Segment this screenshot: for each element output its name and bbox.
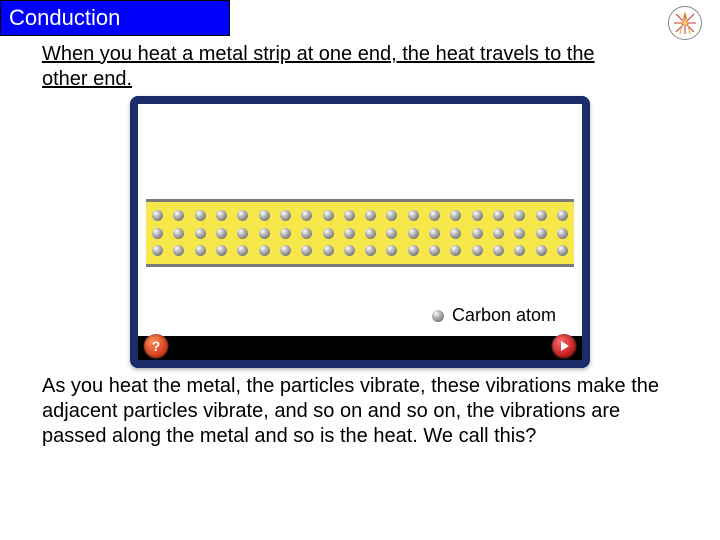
atom: [237, 245, 248, 256]
outro-paragraph: As you heat the metal, the particles vib…: [42, 374, 678, 449]
atom: [152, 245, 163, 256]
atom: [493, 228, 504, 239]
atom: [514, 228, 525, 239]
atom: [514, 210, 525, 221]
atom: [152, 210, 163, 221]
atom: [450, 228, 461, 239]
play-button[interactable]: [552, 334, 576, 358]
atom: [323, 210, 334, 221]
atom: [195, 245, 206, 256]
atom: [386, 228, 397, 239]
atom: [195, 228, 206, 239]
help-button[interactable]: ?: [144, 334, 168, 358]
intro-paragraph: When you heat a metal strip at one end, …: [42, 42, 602, 92]
conduction-diagram: Carbon atom ?: [130, 96, 590, 368]
atom: [493, 245, 504, 256]
legend-atom-icon: [432, 310, 444, 322]
atom: [493, 210, 504, 221]
atom: [280, 245, 291, 256]
atom: [557, 245, 568, 256]
atom: [152, 228, 163, 239]
atom: [365, 228, 376, 239]
atom: [195, 210, 206, 221]
atom: [259, 210, 270, 221]
atom: [216, 210, 227, 221]
atom: [557, 210, 568, 221]
atom: [216, 245, 227, 256]
atom: [344, 210, 355, 221]
atom: [237, 228, 248, 239]
atom: [344, 228, 355, 239]
atom-row: [152, 210, 568, 221]
atom-row: [152, 228, 568, 239]
atom: [472, 228, 483, 239]
atom: [557, 228, 568, 239]
atom: [173, 228, 184, 239]
legend: Carbon atom: [432, 305, 556, 326]
atom: [536, 210, 547, 221]
atom: [429, 228, 440, 239]
atom: [514, 245, 525, 256]
corner-spark-icon: [668, 6, 702, 40]
atom: [472, 245, 483, 256]
atom: [173, 245, 184, 256]
atom: [429, 210, 440, 221]
atom: [301, 228, 312, 239]
atom: [408, 245, 419, 256]
atom: [450, 210, 461, 221]
atom: [323, 245, 334, 256]
atom: [280, 210, 291, 221]
diagram-bottom-bar: [138, 336, 582, 360]
atom-row: [152, 245, 568, 256]
atom: [450, 245, 461, 256]
atom: [280, 228, 291, 239]
atom: [237, 210, 248, 221]
atom: [173, 210, 184, 221]
legend-label: Carbon atom: [452, 305, 556, 326]
atom: [259, 228, 270, 239]
atom: [408, 210, 419, 221]
slide-title: Conduction: [0, 0, 230, 36]
atom: [344, 245, 355, 256]
atom: [365, 210, 376, 221]
atom: [408, 228, 419, 239]
atom: [301, 245, 312, 256]
metal-strip: [146, 199, 574, 267]
atom: [429, 245, 440, 256]
atom: [365, 245, 376, 256]
atom: [301, 210, 312, 221]
atom: [323, 228, 334, 239]
atom: [536, 245, 547, 256]
play-icon: [558, 340, 570, 352]
atom: [536, 228, 547, 239]
atom: [259, 245, 270, 256]
atom: [216, 228, 227, 239]
atom: [386, 245, 397, 256]
atom: [386, 210, 397, 221]
atom: [472, 210, 483, 221]
